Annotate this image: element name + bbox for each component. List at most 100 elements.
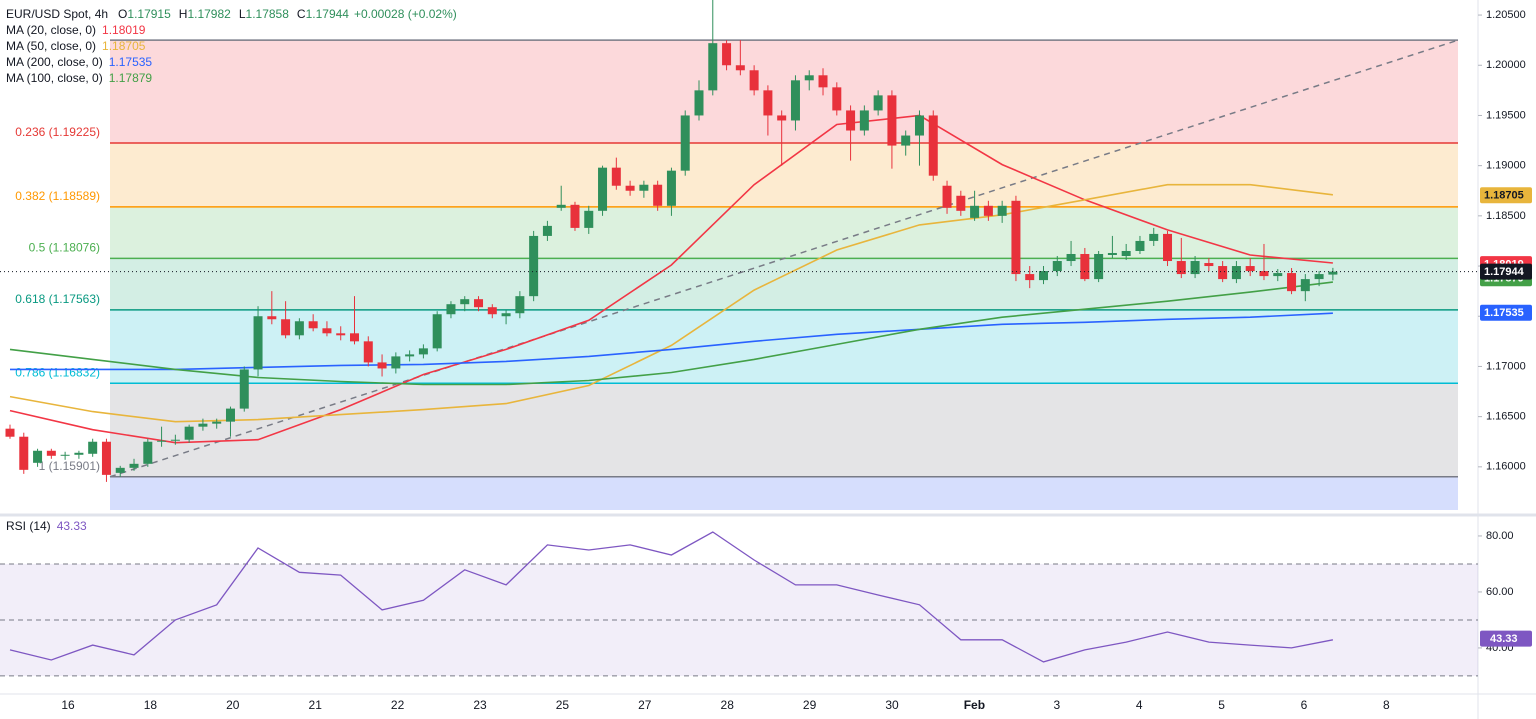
candle-body bbox=[184, 426, 194, 440]
candle-body bbox=[556, 204, 566, 208]
candle-body bbox=[294, 321, 304, 336]
candle-body bbox=[777, 115, 787, 121]
ma-line bbox=[9, 114, 1333, 444]
candle-body bbox=[887, 95, 897, 146]
candle-body bbox=[308, 321, 318, 329]
price-tag bbox=[1480, 263, 1532, 280]
candle-body bbox=[529, 235, 539, 297]
legend-text: 1.17858 bbox=[246, 7, 290, 21]
candle-body bbox=[570, 204, 580, 228]
legend-text: MA (100, close, 0) bbox=[6, 71, 103, 85]
fib-label: 0.618 (1.17563) bbox=[15, 292, 100, 306]
candle-body bbox=[405, 354, 415, 357]
legend-text: 1.17535 bbox=[109, 55, 153, 69]
x-tick-label: 25 bbox=[556, 698, 570, 712]
y-tick-label: 1.18500 bbox=[1486, 210, 1526, 222]
legend-text: 1.17879 bbox=[109, 71, 153, 85]
candle-body bbox=[487, 307, 497, 315]
candle-body bbox=[694, 90, 704, 116]
candle-body bbox=[846, 110, 856, 131]
candle-body bbox=[1287, 273, 1297, 292]
candle-body bbox=[653, 184, 663, 206]
candle-body bbox=[1094, 253, 1104, 280]
legend-text: C bbox=[297, 7, 306, 21]
fib-band bbox=[110, 476, 1458, 510]
candle-body bbox=[818, 75, 828, 88]
legend-text: MA (200, close, 0) bbox=[6, 55, 103, 69]
candle-body bbox=[267, 316, 277, 320]
candle-body bbox=[598, 167, 608, 211]
fib-label: 0.5 (1.18076) bbox=[29, 241, 100, 255]
candle-body bbox=[901, 135, 911, 146]
candle-body bbox=[1080, 253, 1090, 280]
fib-label: 1 (1.15901) bbox=[39, 459, 100, 473]
legend-text: 1.17982 bbox=[187, 7, 231, 21]
candle-body bbox=[46, 450, 56, 456]
price-tag bbox=[1480, 304, 1532, 321]
legend-text: 1.18019 bbox=[102, 23, 146, 37]
fib-band bbox=[110, 383, 1458, 477]
ma-line bbox=[9, 281, 1333, 386]
fib-band bbox=[110, 206, 1458, 259]
rsi-tick-label: 60.00 bbox=[1486, 586, 1514, 598]
candle-body bbox=[1204, 263, 1214, 267]
legend-text: 1.17944 bbox=[306, 7, 350, 21]
y-tick-label: 1.17000 bbox=[1486, 360, 1526, 372]
fib-band bbox=[110, 40, 1458, 144]
fib-label: 0.236 (1.19225) bbox=[15, 125, 100, 139]
x-tick-label: Feb bbox=[964, 698, 985, 712]
candle-body bbox=[363, 341, 373, 363]
candle-body bbox=[377, 362, 387, 369]
candle-body bbox=[749, 70, 759, 91]
candle-body bbox=[418, 348, 428, 355]
candle-body bbox=[19, 436, 29, 470]
legend-text: O bbox=[118, 7, 127, 21]
candle-body bbox=[722, 43, 732, 66]
candle-body bbox=[611, 167, 621, 186]
rsi-tick-label: 80.00 bbox=[1486, 530, 1514, 542]
candle-body bbox=[942, 185, 952, 208]
candle-body bbox=[763, 90, 773, 116]
candle-body bbox=[983, 205, 993, 216]
candle-body bbox=[460, 299, 470, 305]
candle-body bbox=[170, 439, 180, 441]
fib-band bbox=[110, 309, 1458, 384]
x-tick-label: 21 bbox=[309, 698, 323, 712]
candle-body bbox=[790, 80, 800, 121]
x-tick-label: 30 bbox=[885, 698, 899, 712]
candle-body bbox=[143, 441, 153, 464]
x-tick-label: 8 bbox=[1383, 698, 1390, 712]
candle-body bbox=[956, 195, 966, 211]
fib-band bbox=[110, 258, 1458, 310]
price-tag-label: 1.17944 bbox=[1484, 266, 1525, 278]
candle-body bbox=[1176, 261, 1186, 275]
x-tick-label: 28 bbox=[721, 698, 735, 712]
candle-body bbox=[625, 185, 635, 191]
candle-body bbox=[391, 356, 401, 369]
x-tick-label: 29 bbox=[803, 698, 817, 712]
rsi-line bbox=[9, 531, 1334, 663]
candle-body bbox=[446, 304, 456, 315]
candle-body bbox=[74, 452, 84, 455]
x-tick-label: 16 bbox=[61, 698, 75, 712]
legend-text: 43.33 bbox=[57, 519, 87, 533]
x-tick-label: 3 bbox=[1053, 698, 1060, 712]
candle-body bbox=[281, 319, 291, 336]
candle-body bbox=[1121, 250, 1131, 257]
candle-body bbox=[432, 314, 442, 349]
legend-text: H bbox=[179, 7, 188, 21]
candle-body bbox=[542, 225, 552, 236]
candle-body bbox=[474, 299, 484, 308]
candle-body bbox=[322, 328, 332, 334]
trend-line bbox=[109, 39, 1459, 478]
candle-body bbox=[970, 205, 980, 218]
candle-body bbox=[1052, 261, 1062, 272]
candle-body bbox=[336, 333, 346, 336]
price-tag bbox=[1480, 187, 1532, 204]
candle-body bbox=[198, 423, 208, 427]
candle-body bbox=[1025, 274, 1035, 281]
candle-body bbox=[735, 65, 745, 71]
legend-text: EUR/USD Spot, 4h bbox=[6, 7, 108, 21]
x-tick-label: 4 bbox=[1136, 698, 1143, 712]
